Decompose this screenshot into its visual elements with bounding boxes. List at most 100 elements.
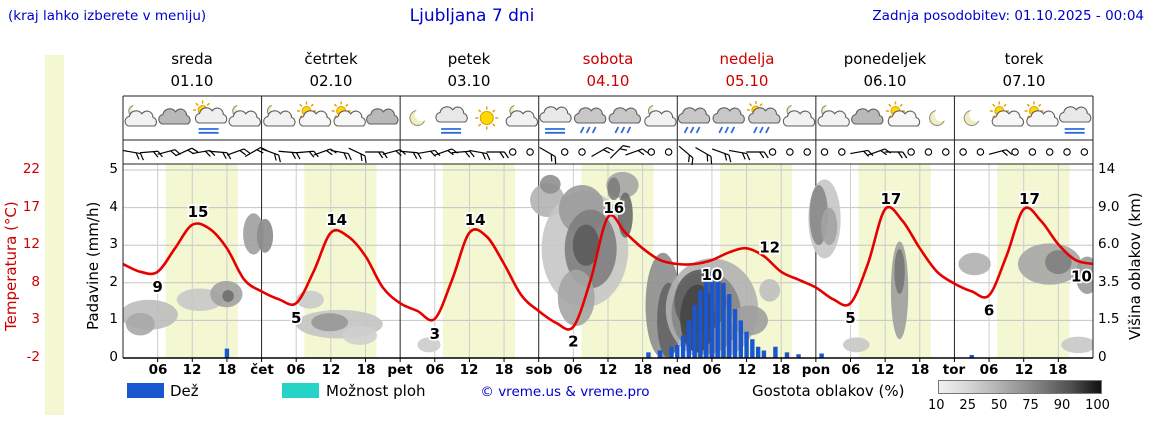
cloud-rain-icon [712, 107, 745, 134]
rain-bars [224, 271, 974, 358]
precip-tick: 3 [109, 236, 118, 253]
temp-tick: -2 [26, 349, 40, 365]
precipitation-axis-label: Padavine (mm/h) [84, 201, 102, 331]
precip-tick: 5 [109, 161, 118, 177]
time-label: 18 [494, 362, 514, 378]
day-name: sobota [582, 50, 634, 68]
day-abbrev: čet [250, 362, 274, 378]
location-hint: (kraj lahko izberete v meniju) [8, 8, 207, 24]
day-abbrev: sob [525, 362, 553, 378]
day-abbrev: pet [387, 362, 413, 378]
temp-tick: 3 [31, 311, 40, 328]
svg-text:14: 14 [326, 211, 347, 229]
time-label: 12 [459, 362, 479, 378]
day-date: 01.10 [170, 72, 214, 90]
time-label: 06 [979, 362, 999, 378]
svg-text:5: 5 [845, 309, 855, 327]
last-update-text: Zadnja posodobitev: 01.10.2025 - 00:04 [872, 8, 1144, 24]
cloud-moon-icon [644, 103, 677, 127]
density-tick: 100 [1085, 398, 1110, 413]
precip-tick: 0 [109, 349, 118, 365]
cloud-sun-rain-icon [746, 101, 781, 134]
svg-text:16: 16 [603, 199, 624, 217]
temperature-curve [123, 205, 1093, 331]
time-label: 06 [425, 362, 445, 378]
svg-text:14: 14 [465, 211, 486, 229]
day-name: torek [1004, 50, 1044, 68]
cloud-height-tick: 0 [1098, 349, 1107, 365]
svg-text:3: 3 [430, 325, 440, 343]
copyright-link[interactable]: © vreme.us & vreme.pro [480, 384, 650, 400]
day-date: 06.10 [863, 72, 907, 90]
cloud-height-tick: 14 [1098, 161, 1116, 177]
cloud-density-label: Gostota oblakov (%) [752, 382, 905, 400]
moon-icon [409, 107, 429, 126]
density-tick: 25 [959, 398, 976, 413]
showers-legend-label: Možnost ploh [326, 382, 426, 400]
cloud-sun-icon [885, 101, 921, 127]
cloud-moon-icon [124, 103, 157, 127]
cloud-moon-icon [782, 103, 816, 127]
cloud-moon-icon [817, 103, 850, 127]
density-tick: 10 [928, 398, 945, 413]
cloud-sun-icon [297, 101, 332, 127]
density-tick: 75 [1022, 398, 1039, 413]
sun-icon [475, 106, 499, 130]
time-label: 12 [875, 362, 895, 378]
svg-text:2: 2 [568, 333, 578, 351]
cloud-height-axis-label: Višina oblakov (km) [1126, 192, 1144, 340]
sun-fog-icon [193, 100, 228, 134]
cloud-fog-icon [1058, 106, 1092, 134]
cloud-density-gradient [938, 380, 1102, 394]
cloud-moon-icon [263, 103, 296, 127]
time-label: 06 [563, 362, 583, 378]
cloud-height-tick: 3.5 [1098, 273, 1120, 290]
svg-text:9: 9 [152, 278, 162, 296]
day-name: ponedeljek [843, 50, 927, 68]
temp-tick: 22 [22, 161, 40, 177]
cloud-icon [366, 108, 399, 125]
cloud-sun-icon [1024, 101, 1059, 127]
day-name: četrtek [304, 50, 358, 68]
density-tick: 50 [990, 398, 1008, 413]
time-label: 18 [217, 362, 237, 378]
rain-legend-swatch [127, 383, 164, 398]
plot-frame [122, 95, 1094, 362]
cloud-icon [158, 108, 191, 125]
time-label: 18 [910, 362, 930, 378]
day-date: 04.10 [586, 72, 630, 90]
cloud-rain-icon [608, 107, 641, 134]
cloud-fog-icon [435, 106, 468, 134]
day-date: 02.10 [309, 72, 353, 90]
svg-text:10: 10 [1071, 267, 1092, 285]
time-label: 18 [771, 362, 791, 378]
day-name: petek [447, 50, 491, 68]
time-label: 18 [1048, 362, 1068, 378]
temperature-scale-strip [45, 55, 64, 415]
cloud-rain-icon [573, 107, 607, 134]
cloud-moon-icon [505, 103, 538, 127]
day-name: nedelja [719, 50, 775, 68]
svg-text:12: 12 [759, 238, 780, 256]
day-date: 05.10 [725, 72, 769, 90]
temp-tick: 12 [22, 236, 40, 253]
cloud-moon-icon [228, 103, 261, 127]
showers-legend-swatch [282, 383, 319, 398]
day-name: sreda [171, 50, 213, 68]
svg-text:5: 5 [291, 309, 301, 327]
cloud-sun-icon [331, 101, 366, 127]
svg-text:17: 17 [880, 190, 901, 208]
time-label: 18 [356, 362, 376, 378]
svg-text:6: 6 [984, 301, 994, 319]
time-label: 12 [321, 362, 341, 378]
cloud-sun-icon [989, 101, 1024, 127]
moon-icon [929, 107, 948, 126]
temp-tick: 17 [22, 198, 40, 215]
temperature-point-labels: 9 15 5 14 3 14 2 16 10 12 5 17 6 17 10 [151, 188, 1094, 352]
day-abbrev: tor [942, 362, 966, 378]
precip-tick: 1 [109, 311, 118, 328]
weather-icons-row [124, 100, 1092, 134]
precip-tick: 2 [109, 273, 118, 290]
